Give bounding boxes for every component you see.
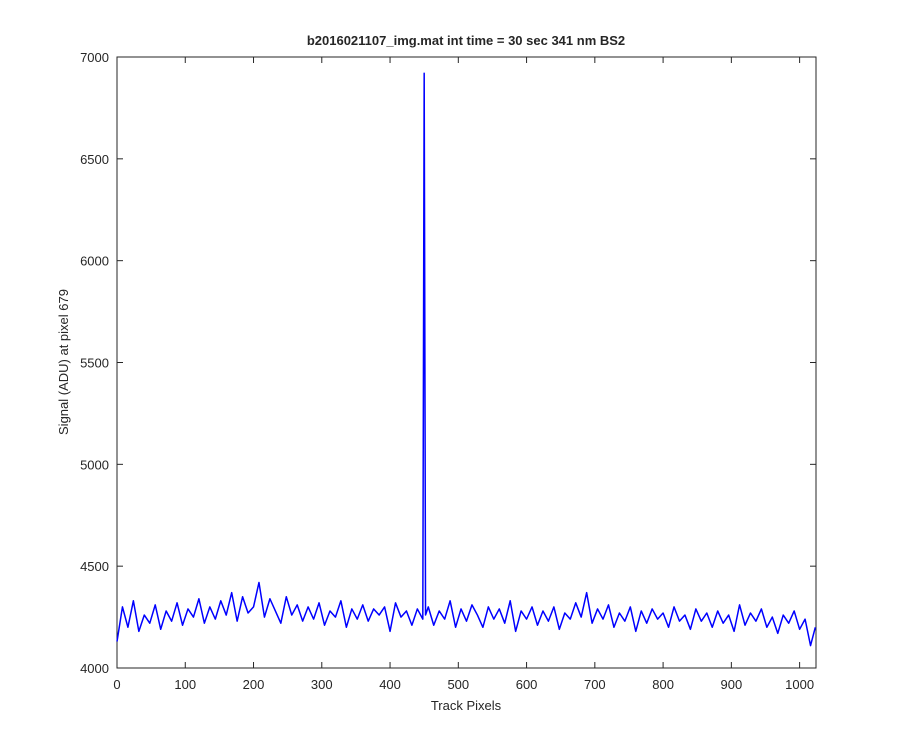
x-tick-label: 0	[113, 677, 120, 692]
chart-title: b2016021107_img.mat int time = 30 sec 34…	[307, 33, 625, 48]
y-tick-label: 4500	[80, 559, 109, 574]
x-tick-label: 700	[584, 677, 606, 692]
x-tick-label: 300	[311, 677, 333, 692]
y-axis-label: Signal (ADU) at pixel 679	[56, 289, 71, 435]
y-tick-label: 6000	[80, 254, 109, 269]
y-tick-label: 5500	[80, 356, 109, 371]
data-line	[116, 72, 817, 647]
x-axis-label: Track Pixels	[431, 698, 502, 713]
y-tick-label: 7000	[80, 50, 109, 65]
y-tick-label: 6500	[80, 152, 109, 167]
x-tick-label: 100	[174, 677, 196, 692]
x-tick-label: 800	[652, 677, 674, 692]
x-tick-label: 1000	[785, 677, 814, 692]
x-tick-label: 500	[447, 677, 469, 692]
y-tick-label: 4000	[80, 661, 109, 676]
x-tick-label: 400	[379, 677, 401, 692]
x-tick-label: 200	[243, 677, 265, 692]
x-tick-label: 600	[516, 677, 538, 692]
y-tick-label: 5000	[80, 457, 109, 472]
x-tick-label: 900	[721, 677, 743, 692]
